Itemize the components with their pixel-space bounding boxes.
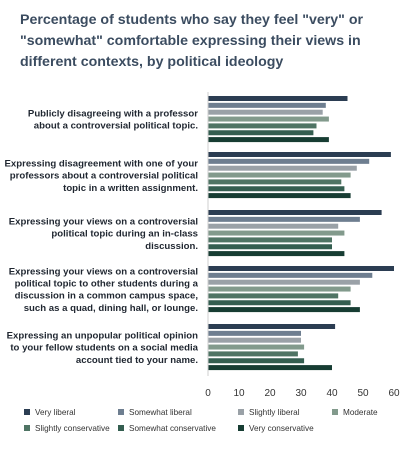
bar <box>208 165 357 171</box>
bar <box>208 216 360 222</box>
chart-title-line: Percentage of students who say they feel… <box>20 12 364 28</box>
category-label: account tied to your name. <box>76 355 198 366</box>
bar <box>208 158 370 164</box>
bar <box>208 251 345 257</box>
x-tick-label: 50 <box>357 388 369 399</box>
legend-swatch <box>118 409 124 415</box>
category-label: topic in a written assignment. <box>63 183 198 194</box>
category-label: Expressing your views on a controversial <box>9 266 198 277</box>
category-label: Expressing an unpopular political opinio… <box>7 330 198 341</box>
bar <box>208 193 351 199</box>
bar <box>208 337 301 343</box>
bar <box>208 351 298 357</box>
bar <box>208 286 351 292</box>
legend-swatch <box>238 425 244 431</box>
bar <box>208 102 326 108</box>
bar <box>208 137 329 143</box>
bar <box>208 358 305 364</box>
bar <box>208 266 394 271</box>
legend-label: Slightly liberal <box>249 408 300 417</box>
legend-swatch <box>24 425 30 431</box>
category-label: to your fellow students on a social medi… <box>10 343 198 354</box>
category-label: professors about a controversial politic… <box>10 171 198 182</box>
bar <box>208 172 351 178</box>
bar <box>208 96 348 101</box>
category-label: discussion in a common campus space, <box>15 291 199 302</box>
bar <box>208 179 342 185</box>
x-tick-label: 30 <box>295 388 307 399</box>
legend-swatch <box>332 409 338 415</box>
category-label: political topic during an in-class <box>51 229 198 240</box>
bar <box>208 279 360 285</box>
category-label: Expressing your views on a controversial <box>9 216 198 227</box>
bar <box>208 237 332 243</box>
legend-label: Moderate <box>343 408 378 417</box>
bar <box>208 330 301 336</box>
x-tick-label: 60 <box>388 388 400 399</box>
x-tick-label: 10 <box>233 388 245 399</box>
legend-label: Slightly conservative <box>35 424 110 433</box>
bar <box>208 365 332 371</box>
bar <box>208 130 314 136</box>
category-label: political topic to other students during… <box>15 278 199 289</box>
x-tick-label: 40 <box>326 388 338 399</box>
bar <box>208 307 360 313</box>
bar <box>208 324 336 329</box>
legend-swatch <box>238 409 244 415</box>
legend-label: Somewhat conservative <box>129 424 216 433</box>
chart-title-line: different contexts, by political ideolog… <box>20 54 283 70</box>
legend-label: Very liberal <box>35 408 76 417</box>
category-label: such as a quad, dining hall, or lounge. <box>24 303 198 314</box>
x-tick-label: 20 <box>264 388 276 399</box>
bar <box>208 244 332 250</box>
bar <box>208 109 323 115</box>
bar <box>208 123 317 129</box>
category-label: about a controversial political topic. <box>34 121 198 132</box>
legend-swatch <box>118 425 124 431</box>
x-tick-label: 0 <box>205 388 211 399</box>
category-label: Expressing disagreement with one of your <box>4 158 198 169</box>
bar <box>208 344 305 350</box>
bar <box>208 116 329 122</box>
category-label: Publicly disagreeing with a professor <box>28 108 198 119</box>
bar <box>208 223 339 229</box>
bar <box>208 300 351 306</box>
bar <box>208 186 345 192</box>
legend-label: Very conservative <box>249 424 314 433</box>
category-label: discussion. <box>145 241 198 252</box>
legend-swatch <box>24 409 30 415</box>
bar <box>208 272 373 278</box>
legend-label: Somewhat liberal <box>129 408 192 417</box>
chart-title-line: "somewhat" comfortable expressing their … <box>20 33 361 49</box>
bar <box>208 230 345 236</box>
bar <box>208 293 339 299</box>
bar <box>208 210 382 215</box>
bar <box>208 152 391 157</box>
